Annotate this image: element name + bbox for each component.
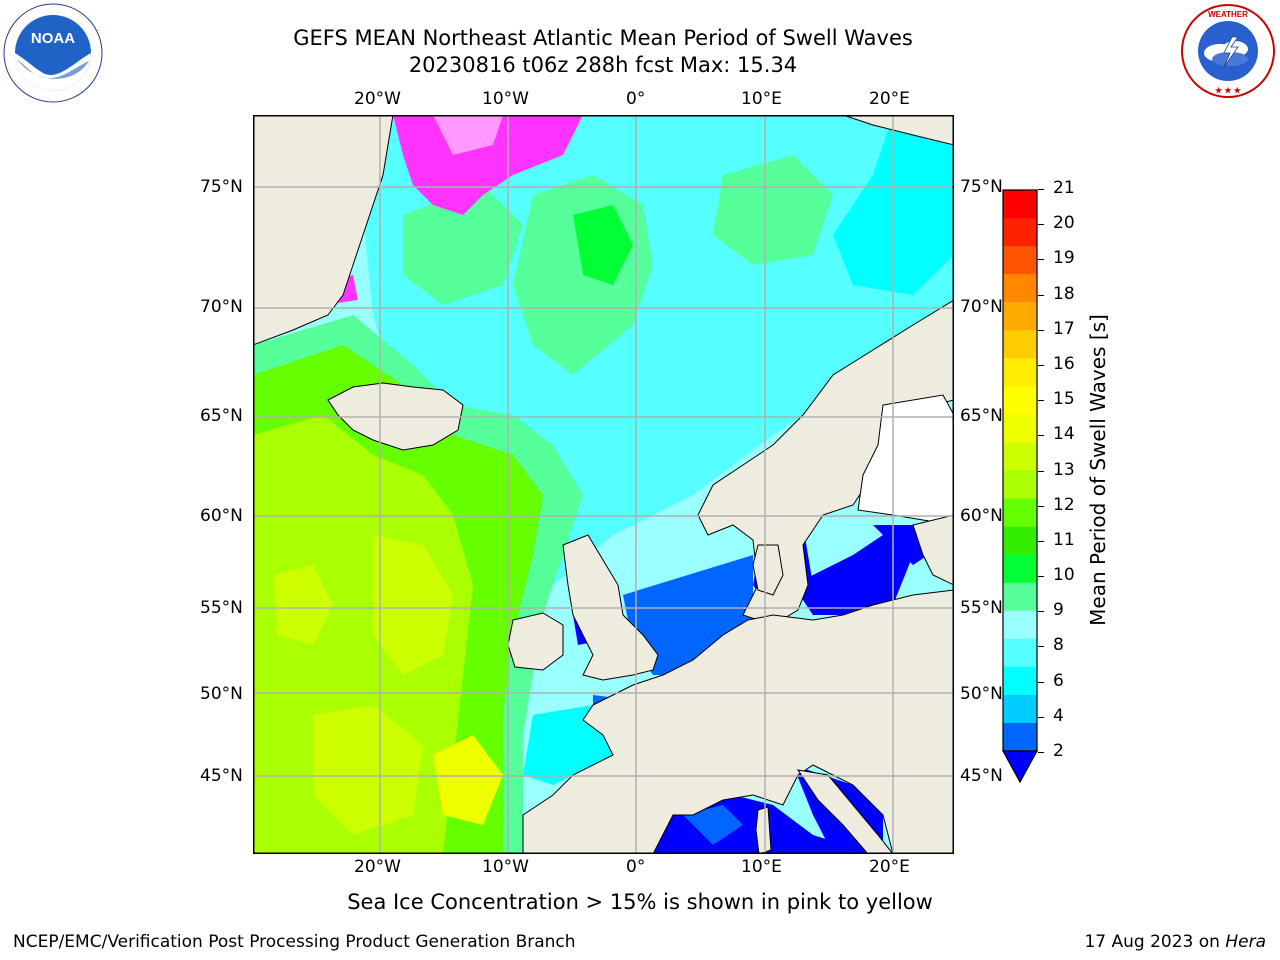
lon-label-bottom: 10°E (741, 857, 782, 877)
colorbar-tick (1038, 576, 1044, 578)
lat-label-left: 65°N (200, 406, 243, 426)
lon-label-bottom: 20°E (869, 857, 910, 877)
colorbar-graphic (1001, 189, 1039, 784)
map-canvas (253, 115, 954, 854)
svg-text:WEATHER: WEATHER (1208, 10, 1248, 19)
national-weather-service-logo: WEATHER ★ ★ ★ (1180, 3, 1276, 99)
colorbar-frame (1002, 189, 1038, 752)
footer-date: 17 Aug 2023 on Hera (1084, 932, 1266, 952)
colorbar-tick (1038, 681, 1044, 683)
colorbar-tick (1038, 540, 1044, 542)
colorbar-tick-label: 21 (1053, 178, 1075, 198)
lon-label-top: 10°E (741, 89, 782, 109)
colorbar-band (1003, 694, 1037, 724)
colorbar-tick (1038, 752, 1044, 753)
colorbar-band (1003, 302, 1037, 331)
colorbar-band (1003, 246, 1037, 275)
footer-host: Hera (1225, 932, 1266, 952)
colorbar-band (1003, 722, 1037, 752)
lat-label-right: 50°N (960, 684, 1003, 704)
colorbar-band (1003, 442, 1037, 471)
colorbar-tick (1038, 189, 1044, 190)
colorbar-tick-label: 20 (1053, 213, 1075, 234)
colorbar-tick-label: 6 (1053, 670, 1064, 691)
colorbar-tick (1038, 505, 1044, 507)
footer-credit: NCEP/EMC/Verification Post Processing Pr… (13, 932, 576, 952)
colorbar-tick-label: 2 (1053, 741, 1064, 761)
colorbar-band (1003, 666, 1037, 696)
colorbar-tick (1038, 364, 1044, 366)
lat-label-right: 70°N (960, 297, 1003, 317)
graticule (253, 115, 954, 854)
lat-label-left: 75°N (200, 177, 243, 197)
colorbar-tick (1038, 400, 1044, 402)
colorbar-extension (1001, 750, 1039, 784)
colorbar-band (1003, 358, 1037, 387)
swell-period-map (253, 115, 954, 854)
colorbar-band (1003, 386, 1037, 415)
map-frame (253, 115, 954, 854)
lat-label-left: 55°N (200, 598, 243, 618)
colorbar-band (1003, 498, 1037, 528)
sea-ice-note: Sea Ice Concentration > 15% is shown in … (347, 890, 933, 914)
colorbar-tick (1038, 294, 1044, 296)
footer-date-text: 17 Aug 2023 on (1084, 932, 1226, 952)
colorbar-tick-label: 4 (1053, 705, 1064, 726)
colorbar-tick (1038, 470, 1044, 472)
colorbar-tick (1038, 329, 1044, 331)
colorbar-tick-label: 10 (1053, 565, 1075, 586)
lon-label-top: 20°E (869, 89, 910, 109)
colorbar-band (1003, 190, 1037, 219)
colorbar-tick (1038, 646, 1044, 648)
lat-label-left: 60°N (200, 506, 243, 526)
lat-label-right: 60°N (960, 506, 1003, 526)
lon-label-top: 20°W (354, 89, 401, 109)
colorbar-band (1003, 610, 1037, 640)
colorbar-band (1003, 638, 1037, 668)
colorbar-band (1003, 274, 1037, 303)
colorbar-band (1003, 330, 1037, 359)
lat-label-left: 70°N (200, 297, 243, 317)
lat-label-right: 55°N (960, 598, 1003, 618)
colorbar-tick-label: 12 (1053, 494, 1075, 515)
svg-text:★ ★ ★: ★ ★ ★ (1215, 86, 1242, 95)
colorbar-band (1003, 582, 1037, 612)
colorbar-tick-label: 15 (1053, 389, 1075, 410)
colorbar-band (1003, 218, 1037, 247)
colorbar-tick-label: 11 (1053, 529, 1075, 550)
colorbar-tick-label: 8 (1053, 635, 1064, 656)
colorbar-tick-label: 16 (1053, 353, 1075, 374)
colorbar-tick (1038, 716, 1044, 718)
colorbar-tick-label: 13 (1053, 459, 1075, 480)
colorbar (1001, 188, 1039, 784)
lon-label-bottom: 0° (626, 857, 646, 877)
colorbar-tick (1038, 259, 1044, 261)
noaa-logo: NOAA (3, 3, 103, 103)
lat-label-right: 75°N (960, 177, 1003, 197)
lon-label-top: 10°W (482, 89, 529, 109)
colorbar-band (1003, 526, 1037, 556)
lat-label-left: 50°N (200, 684, 243, 704)
lon-label-bottom: 10°W (482, 857, 529, 877)
lat-label-right: 45°N (960, 766, 1003, 786)
colorbar-tick (1038, 611, 1044, 613)
colorbar-band (1003, 554, 1037, 584)
svg-text:NOAA: NOAA (31, 30, 75, 47)
lat-label-left: 45°N (200, 766, 243, 786)
colorbar-tick-label: 14 (1053, 424, 1075, 445)
chart-subtitle: 20230816 t06z 288h fcst Max: 15.34 (408, 53, 798, 77)
colorbar-tick-label: 9 (1053, 600, 1064, 621)
colorbar-tick-label: 17 (1053, 318, 1075, 339)
colorbar-tick (1038, 224, 1044, 226)
lon-label-top: 0° (626, 89, 646, 109)
lat-label-right: 65°N (960, 406, 1003, 426)
colorbar-tick (1038, 435, 1044, 437)
colorbar-label: Mean Period of Swell Waves [s] (1086, 314, 1110, 626)
lon-label-bottom: 20°W (354, 857, 401, 877)
colorbar-tick-label: 18 (1053, 283, 1075, 304)
colorbar-tick-label: 19 (1053, 248, 1075, 269)
chart-title: GEFS MEAN Northeast Atlantic Mean Period… (293, 26, 913, 50)
colorbar-band (1003, 470, 1037, 500)
colorbar-band (1003, 414, 1037, 443)
